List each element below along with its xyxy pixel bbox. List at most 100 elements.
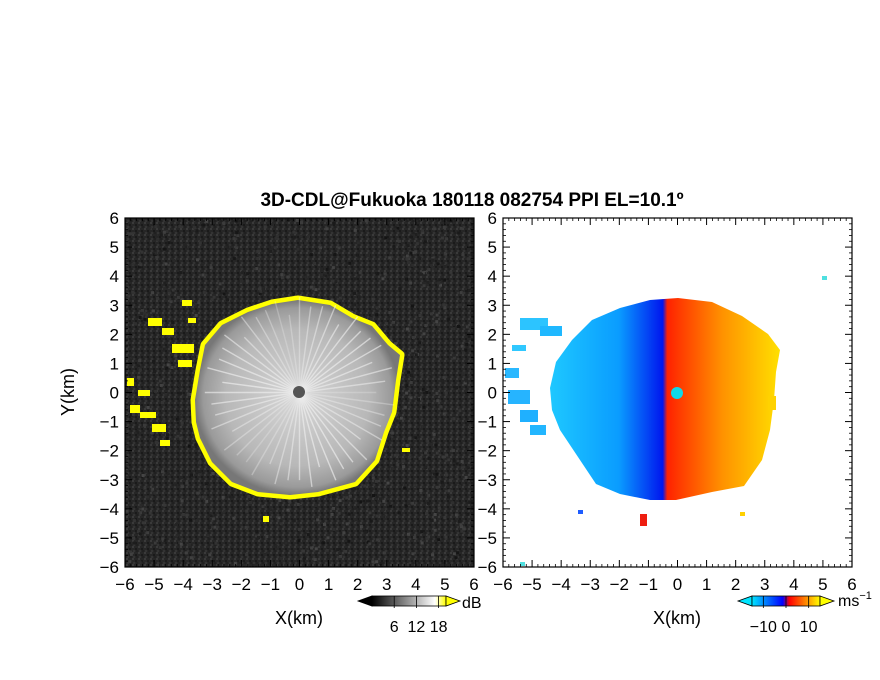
snr-speckle — [430, 442, 434, 446]
snr-radial-streak — [240, 316, 301, 393]
snr-speckle — [420, 530, 424, 534]
snr-speckle — [245, 279, 249, 283]
snr-speckle — [165, 436, 169, 440]
snr-speckle — [345, 496, 349, 500]
snr-speckle — [365, 499, 369, 503]
snr-speckle — [440, 379, 444, 383]
snr-speckle — [332, 506, 335, 510]
snr-speckle — [194, 443, 198, 447]
snr-speckle — [384, 442, 388, 446]
snr-speckle — [426, 348, 430, 352]
snr-speckle — [132, 541, 136, 545]
snr-speckle — [452, 459, 456, 463]
snr-speckle — [154, 441, 158, 445]
snr-speckle — [357, 295, 361, 299]
snr-speckle — [431, 258, 435, 262]
velocity-colorbar-unit: ms−1 — [838, 590, 872, 610]
snr-speckle — [388, 437, 392, 441]
snr-speckle — [433, 227, 437, 231]
snr-speckle — [198, 241, 202, 245]
snr-speckle — [168, 357, 172, 361]
velocity-y-tick-label: −6 — [478, 558, 497, 577]
snr-speckle — [288, 500, 292, 503]
snr-speckle — [472, 288, 474, 292]
snr-speckle — [384, 236, 388, 240]
snr-speckle — [140, 314, 144, 318]
snr-speckle — [134, 299, 138, 303]
snr-speckle — [373, 501, 377, 505]
snr-speckle — [213, 525, 217, 529]
snr-speckle — [447, 317, 451, 321]
snr-speckle — [444, 391, 448, 395]
velocity-echo-region — [550, 298, 780, 500]
snr-speckle — [359, 500, 363, 504]
snr-speckle — [427, 493, 431, 497]
snr-speckle — [471, 244, 474, 248]
snr-speckle — [189, 518, 193, 522]
snr-speckle — [432, 432, 436, 436]
velocity-x-tick-label: −3 — [581, 575, 600, 594]
snr-speckle — [137, 265, 141, 269]
snr-speckle — [132, 536, 136, 540]
snr-speckle — [437, 281, 441, 285]
snr-speckle — [139, 504, 143, 508]
snr-speckle — [437, 538, 441, 542]
snr-speckle — [425, 390, 429, 394]
snr-speckle — [163, 538, 167, 542]
snr-speckle — [382, 515, 386, 518]
snr-y-tick-label: 3 — [110, 296, 119, 315]
snr-colorbar-tick-label: 18 — [430, 619, 448, 636]
snr-speckle — [452, 327, 456, 331]
snr-speckle — [158, 546, 162, 550]
snr-speckle — [287, 218, 291, 222]
snr-radial-streak — [298, 392, 321, 468]
snr-speckle — [439, 405, 443, 409]
snr-speckle — [371, 297, 375, 301]
snr-speckle — [382, 499, 386, 503]
snr-speckle — [405, 327, 409, 331]
snr-colorbar-unit: dB — [462, 595, 482, 612]
snr-speckle — [320, 273, 324, 277]
snr-speckle — [334, 280, 338, 284]
snr-speckle — [368, 511, 372, 515]
snr-speckle — [303, 556, 306, 560]
velocity-y-tick-label: 0 — [488, 384, 497, 403]
snr-speckle — [465, 325, 469, 329]
snr-x-tick-label: 2 — [353, 575, 362, 594]
snr-speckle — [422, 405, 426, 409]
snr-speckle — [179, 436, 183, 440]
snr-speckle — [426, 439, 430, 443]
snr-radial-streak — [299, 391, 394, 406]
snr-speckle — [306, 533, 310, 537]
snr-speckle — [166, 472, 170, 476]
snr-speckle — [162, 247, 166, 251]
snr-speckle — [274, 545, 278, 549]
snr-speckle — [445, 237, 449, 241]
snr-speckle — [403, 405, 407, 409]
snr-speckle — [154, 389, 158, 393]
snr-speckle — [451, 449, 455, 453]
snr-speckle — [304, 241, 308, 245]
snr-speckle — [366, 540, 370, 544]
snr-speckle — [185, 481, 189, 485]
snr-speckle — [245, 509, 249, 513]
velocity-y-tick-label: 2 — [488, 325, 497, 344]
snr-radial-streak — [245, 392, 301, 463]
snr-speckle — [462, 351, 465, 355]
snr-speckle — [280, 556, 283, 560]
snr-speckle — [427, 268, 431, 271]
snr-speckle — [189, 510, 193, 514]
snr-speckle — [464, 476, 468, 479]
snr-speckle — [307, 235, 311, 239]
snr-speckle — [195, 229, 199, 233]
snr-speckle — [433, 513, 437, 516]
snr-speckle — [404, 504, 408, 508]
snr-speckle — [169, 333, 173, 337]
snr-speckle — [206, 534, 210, 538]
snr-speckle — [160, 401, 164, 404]
snr-speckle — [176, 434, 180, 438]
snr-speckle — [353, 277, 357, 281]
snr-speckle — [363, 484, 367, 488]
snr-speckle — [409, 381, 413, 384]
snr-speckle — [452, 356, 456, 360]
